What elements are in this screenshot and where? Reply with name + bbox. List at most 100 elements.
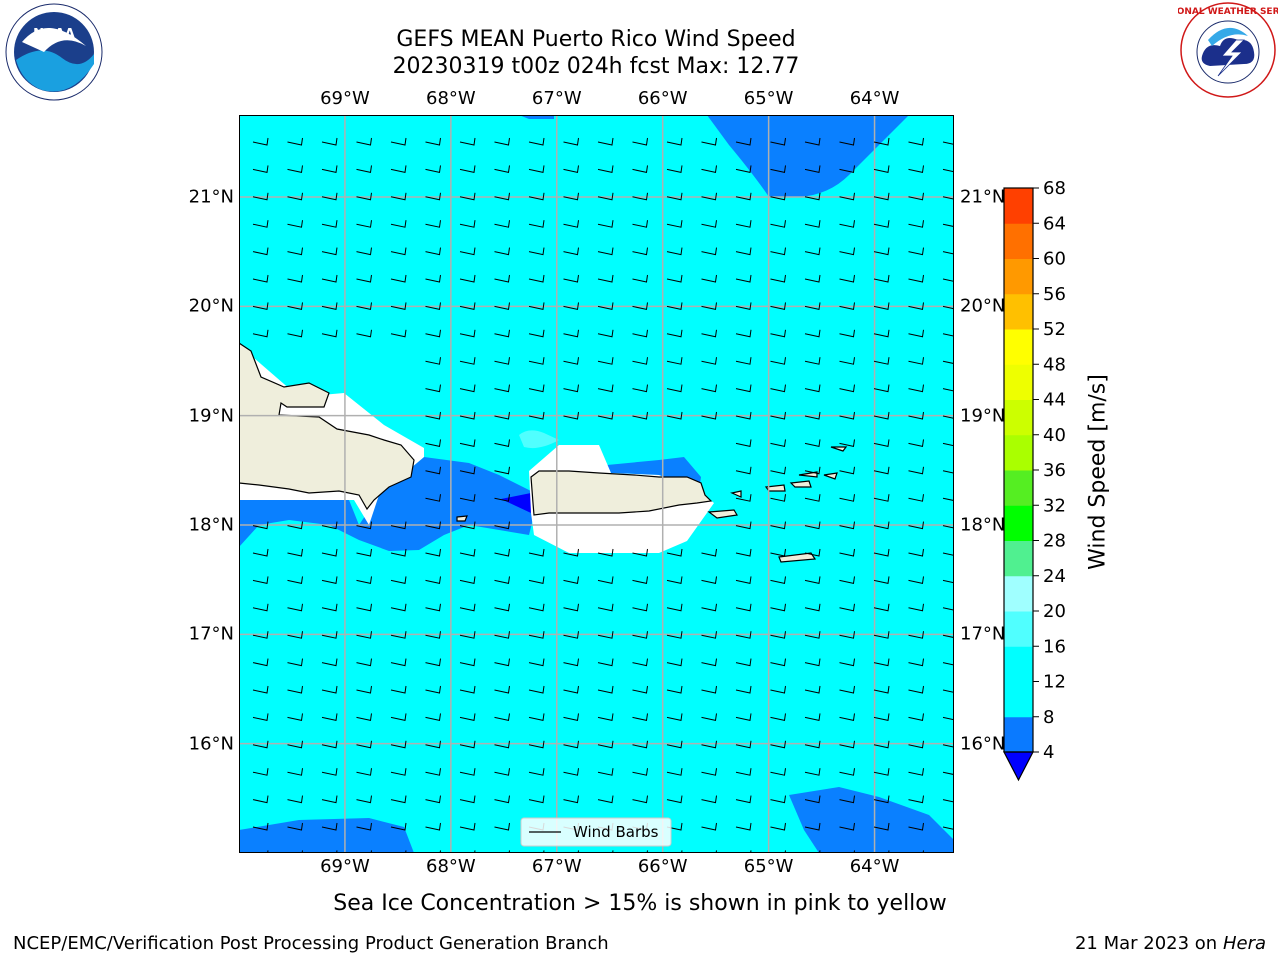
colorbar-tick-label: 12 xyxy=(1043,672,1066,693)
wind-barb xyxy=(839,521,855,530)
wind-barb xyxy=(701,685,717,694)
wind-barb xyxy=(425,521,441,530)
wind-barb xyxy=(252,795,269,804)
wind-barb xyxy=(425,713,441,722)
wind-barb xyxy=(839,411,855,420)
wind-barb xyxy=(459,274,476,283)
wind-barb xyxy=(942,251,954,255)
colorbar-tick-label: 60 xyxy=(1043,249,1066,270)
wind-barb xyxy=(632,685,648,694)
wind-barb xyxy=(252,548,269,557)
wind-barb xyxy=(908,740,924,749)
wind-barb xyxy=(908,576,924,585)
wind-barb xyxy=(908,274,924,283)
wind-barb xyxy=(770,411,786,420)
wind-barb xyxy=(252,713,269,722)
wind-barb xyxy=(804,685,821,694)
colorbar-tick-label: 24 xyxy=(1043,566,1066,587)
wind-barb xyxy=(494,165,510,174)
wind-barb xyxy=(356,302,372,311)
wind-barb xyxy=(632,384,648,393)
colorbar-tick-label: 20 xyxy=(1043,601,1066,622)
wind-barb xyxy=(390,137,407,146)
lat-tick-right: 19°N xyxy=(960,405,1006,427)
wind-barb xyxy=(908,713,924,722)
wind-barb xyxy=(735,247,752,256)
wind-barb xyxy=(666,631,683,639)
map-panel: Wind Barbs xyxy=(239,115,954,853)
wind-barb xyxy=(804,192,821,201)
wind-barb xyxy=(735,768,752,776)
wind-barb xyxy=(494,192,510,201)
wind-barb xyxy=(908,357,924,365)
wind-barb xyxy=(425,357,441,365)
lon-tick-bottom: 66°W xyxy=(637,856,688,877)
caption: Sea Ice Concentration > 15% is shown in … xyxy=(333,891,947,916)
wind-barb xyxy=(873,795,890,804)
wind-barb xyxy=(770,768,786,776)
wind-barb xyxy=(804,411,821,420)
wind-barb xyxy=(321,548,338,557)
wind-barb xyxy=(735,165,752,174)
wind-barb xyxy=(908,548,924,557)
wind-barb xyxy=(942,771,954,776)
wind-barb xyxy=(390,274,407,283)
wind-barb xyxy=(425,439,441,448)
wind-barb xyxy=(839,274,855,283)
wind-barb xyxy=(770,357,786,365)
wind-barb xyxy=(804,658,821,667)
wind-barb xyxy=(356,165,372,174)
wind-barb xyxy=(252,822,269,831)
wind-barb xyxy=(908,137,924,146)
wind-barb xyxy=(459,631,476,639)
wind-barb xyxy=(252,192,269,201)
wind-barb xyxy=(356,685,372,694)
wind-barb xyxy=(597,384,614,393)
wind-barb xyxy=(459,603,476,612)
colorbar-tick-label: 32 xyxy=(1043,495,1066,516)
lat-tick-left: 18°N xyxy=(188,514,234,536)
wind-barb xyxy=(908,165,924,174)
wind-barb xyxy=(770,713,786,722)
lon-tick-top: 64°W xyxy=(849,88,900,109)
colorbar-swatch xyxy=(1004,399,1033,436)
wind-barb xyxy=(563,220,579,228)
wind-barb xyxy=(942,196,954,200)
wind-barb xyxy=(494,603,510,612)
wind-barb xyxy=(701,795,717,804)
wind-barb xyxy=(735,521,752,530)
lon-tick-bottom: 64°W xyxy=(849,856,900,877)
colorbar-swatch xyxy=(1004,681,1033,718)
wind-barb xyxy=(528,768,545,776)
wind-barb xyxy=(735,740,752,749)
wind-barb xyxy=(701,548,717,557)
wind-barb xyxy=(563,768,579,776)
wind-barb xyxy=(287,658,303,667)
lat-tick-left: 16°N xyxy=(188,733,234,755)
wind-barb xyxy=(425,466,441,475)
lon-tick-top: 65°W xyxy=(743,88,794,109)
wind-barb xyxy=(873,329,890,338)
wind-barb xyxy=(873,192,890,201)
wind-barb xyxy=(597,685,614,694)
wind-barb xyxy=(942,278,954,282)
wind-barb xyxy=(804,795,821,804)
wind-barb xyxy=(701,411,717,420)
wind-barb xyxy=(528,685,545,694)
noaa-logo-text: NOAA xyxy=(33,27,75,42)
wind-barb xyxy=(666,137,683,146)
lon-tick-top: 67°W xyxy=(531,88,582,109)
wind-barb xyxy=(494,329,510,338)
wind-barb xyxy=(528,795,545,804)
wind-barb xyxy=(632,576,648,585)
wind-barb xyxy=(632,329,648,338)
wind-barb xyxy=(632,795,648,804)
wind-barb xyxy=(425,411,441,420)
wind-barb xyxy=(804,220,821,228)
colorbar-swatch xyxy=(1004,575,1033,612)
wind-barb xyxy=(942,716,954,721)
wind-barb xyxy=(701,713,717,722)
wind-barb xyxy=(735,576,752,585)
wind-barb xyxy=(425,631,441,639)
wind-barb xyxy=(252,137,269,146)
